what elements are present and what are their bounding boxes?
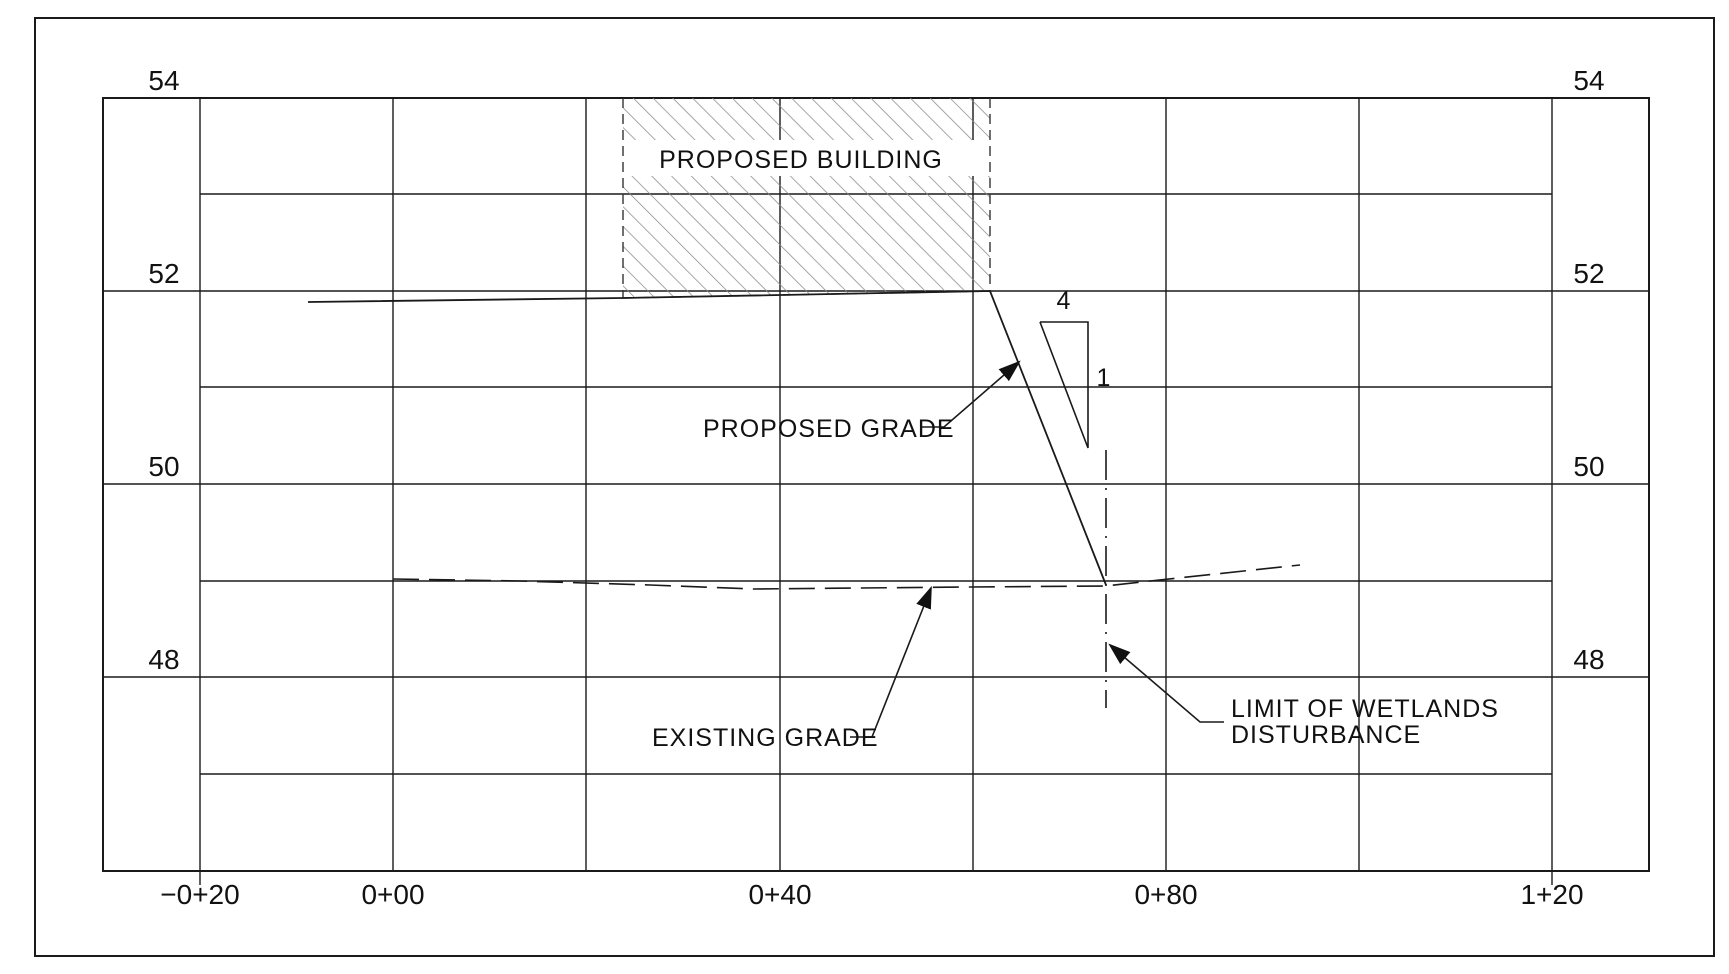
existing-grade-label: EXISTING GRADE: [652, 724, 879, 752]
station-120: 1+20: [1520, 879, 1583, 910]
grid-major-horizontal: [103, 290, 1649, 678]
existing-grade-leader: [850, 585, 932, 738]
limit-leader: [1108, 643, 1224, 723]
elev-52-right: 52: [1573, 258, 1604, 289]
limit-label-line2: DISTURBANCE: [1231, 721, 1421, 749]
slope-indicator: 4 1: [1039, 287, 1112, 449]
elevation-labels-right: 54 52 50 48: [1573, 65, 1604, 675]
existing-grade-line: [392, 564, 1301, 590]
elevation-labels-left: 54 52 50 48: [148, 65, 179, 675]
proposed-grade-label: PROPOSED GRADE: [703, 415, 955, 443]
proposed-grade-line: [307, 290, 1107, 586]
station-labels: −0+20 0+00 0+40 0+80 1+20: [160, 879, 1583, 910]
proposed-building: PROPOSED BUILDING: [603, 98, 1003, 299]
elev-54-left: 54: [148, 65, 179, 96]
slope-run-label: 4: [1057, 287, 1072, 315]
sheet-border: [34, 17, 1715, 957]
station-000: 0+00: [361, 879, 424, 910]
slope-rise-label: 1: [1097, 364, 1112, 392]
proposed-building-label: PROPOSED BUILDING: [659, 146, 943, 174]
elev-54-right: 54: [1573, 65, 1604, 96]
elev-50-right: 50: [1573, 451, 1604, 482]
elev-48-left: 48: [148, 644, 179, 675]
limit-label-line1: LIMIT OF WETLANDS: [1231, 695, 1499, 723]
station-minus-020: −0+20: [160, 879, 239, 910]
elev-50-left: 50: [148, 451, 179, 482]
station-080: 0+80: [1134, 879, 1197, 910]
proposed-grade-leader: [922, 360, 1021, 428]
station-040: 0+40: [748, 879, 811, 910]
elev-52-left: 52: [148, 258, 179, 289]
station-ticks: [199, 871, 1553, 885]
elev-48-right: 48: [1573, 644, 1604, 675]
